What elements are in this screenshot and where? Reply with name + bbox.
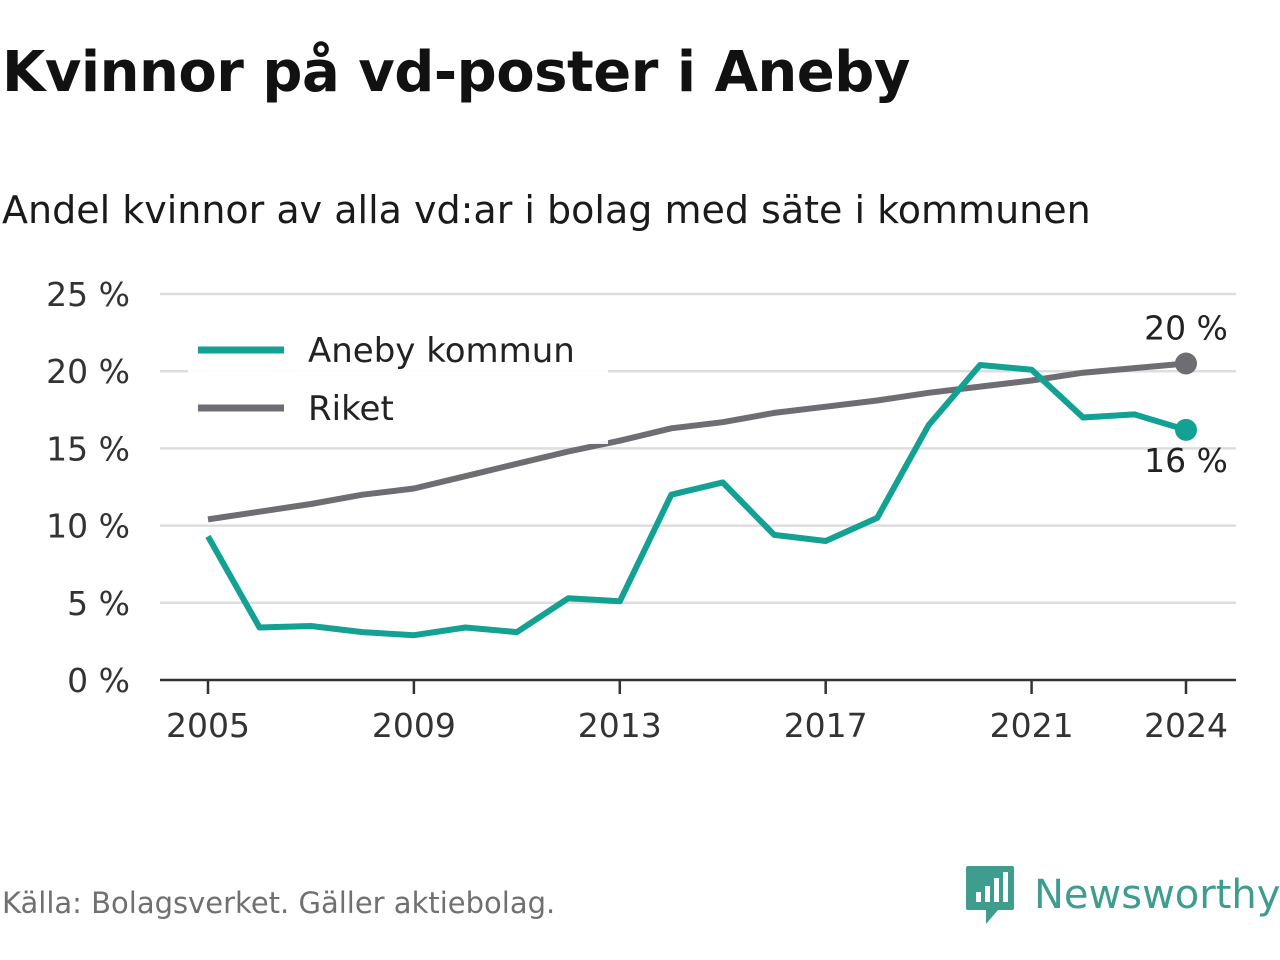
x-tick-label: 2024 bbox=[1144, 706, 1228, 745]
y-tick-label: 25 % bbox=[46, 275, 130, 314]
series-line-aneby-kommun bbox=[205, 362, 1187, 639]
series-lines bbox=[205, 352, 1197, 639]
legend-background bbox=[188, 318, 608, 444]
x-tick-label: 2005 bbox=[166, 706, 250, 745]
series-end-point bbox=[1175, 418, 1197, 441]
x-tick-label: 2013 bbox=[578, 706, 662, 745]
source-note: Källa: Bolagsverket. Gäller aktiebolag. bbox=[2, 886, 556, 920]
y-tick-label: 20 % bbox=[46, 352, 130, 391]
y-tick-label: 5 % bbox=[67, 584, 130, 623]
series-line-riket bbox=[207, 360, 1187, 523]
legend: Aneby kommun Riket bbox=[188, 318, 608, 444]
y-tick-label: 0 % bbox=[67, 661, 130, 700]
end-labels: 20 % 16 % bbox=[1144, 308, 1228, 479]
y-tick-label: 10 % bbox=[46, 507, 130, 546]
x-axis: 2005 2009 2013 2017 2021 2024 bbox=[160, 678, 1236, 745]
brand-name: Newsworthy bbox=[1034, 872, 1280, 918]
newsworthy-logo-icon bbox=[966, 866, 1014, 924]
chart-title: Kvinnor på vd-poster i Aneby bbox=[2, 40, 910, 105]
end-label-riket: 20 % bbox=[1144, 308, 1228, 347]
series-end-point bbox=[1175, 352, 1197, 375]
y-axis-ticks: 0 % 5 % 10 % 15 % 20 % 25 % bbox=[46, 275, 130, 700]
x-tick-label: 2021 bbox=[990, 706, 1074, 745]
line-chart: 0 %5 %10 %15 %20 %25 % 2005 2009 2013 2017 2… bbox=[46, 275, 1236, 745]
x-tick-label: 2017 bbox=[784, 706, 868, 745]
brand-logo: Newsworthy bbox=[964, 864, 1280, 926]
legend-label: Aneby kommun bbox=[308, 331, 575, 371]
legend-label: Riket bbox=[308, 389, 394, 429]
y-tick-label: 15 % bbox=[46, 429, 130, 468]
end-label-aneby-kommun: 16 % bbox=[1144, 441, 1228, 480]
chart-subtitle: Andel kvinnor av alla vd:ar i bolag med … bbox=[2, 188, 1091, 232]
x-tick-label: 2009 bbox=[372, 706, 456, 745]
